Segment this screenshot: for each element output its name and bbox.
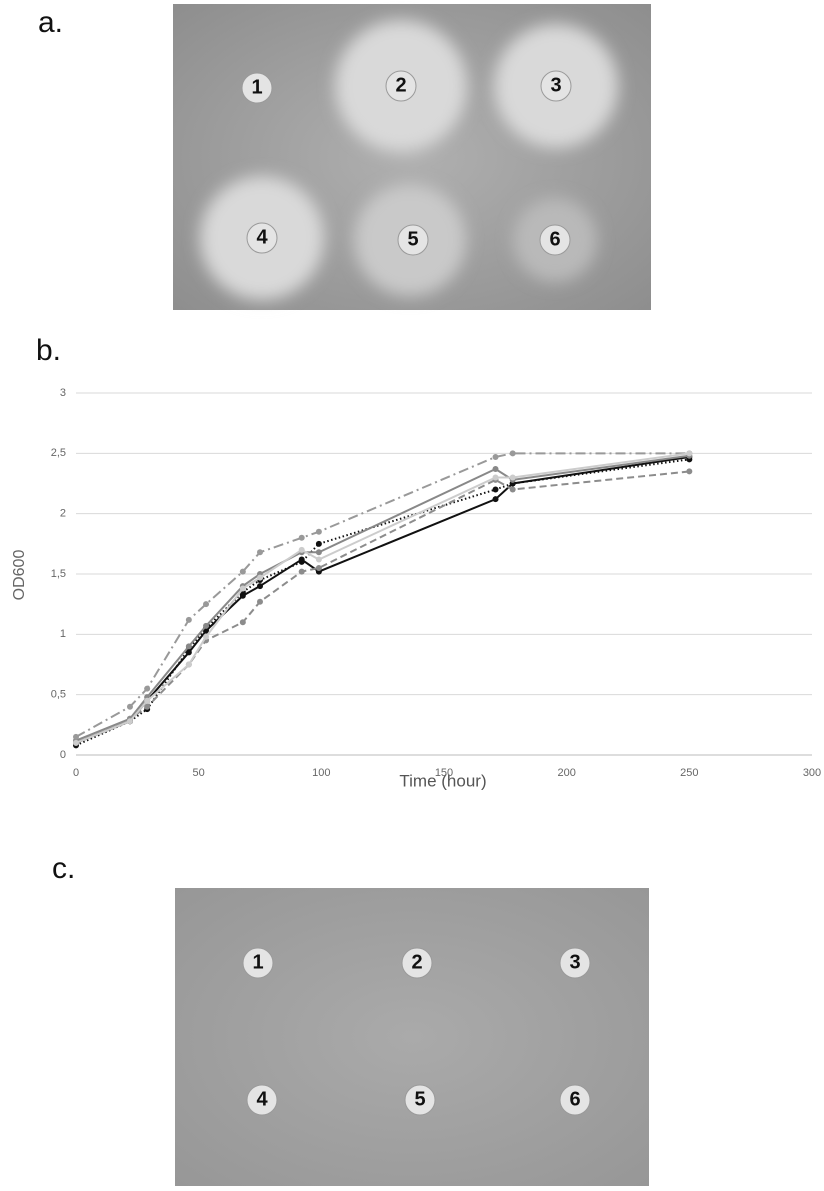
well (559, 947, 591, 979)
y-tick-label: 1 (60, 628, 66, 640)
x-tick-label: 300 (803, 767, 821, 779)
data-point (203, 601, 210, 608)
well (540, 70, 572, 102)
data-point (144, 685, 151, 692)
well-number: 6 (549, 228, 560, 250)
x-axis-label: Time (hour) (399, 771, 486, 790)
well (385, 70, 417, 102)
data-point (203, 633, 210, 640)
well (559, 1084, 591, 1116)
well-number: 3 (550, 74, 561, 96)
data-point (239, 568, 246, 575)
data-point (73, 739, 79, 746)
well (246, 1084, 278, 1116)
data-point (257, 598, 263, 605)
well-number: 4 (256, 226, 268, 248)
data-point (686, 468, 693, 475)
data-point (203, 622, 210, 629)
x-tick-label: 250 (680, 767, 698, 779)
plate-photo (175, 888, 649, 1186)
data-point (185, 616, 192, 623)
well-number: 3 (569, 951, 580, 973)
data-point (126, 703, 133, 710)
well (242, 947, 274, 979)
series-line (75, 470, 690, 744)
x-tick-label: 50 (193, 767, 205, 779)
y-tick-label: 0,5 (51, 689, 66, 701)
series-line (75, 458, 690, 747)
data-point (257, 583, 263, 590)
panel-label: b. (36, 334, 61, 367)
well-number: 6 (569, 1088, 580, 1110)
data-point (257, 574, 263, 581)
data-point (315, 528, 322, 535)
data-point (509, 474, 516, 481)
data-point (126, 718, 133, 725)
data-point (315, 540, 322, 547)
x-tick-label: 100 (312, 767, 330, 779)
data-point (239, 585, 246, 592)
well-number: 1 (252, 951, 263, 973)
data-point (298, 568, 305, 575)
well-number: 2 (395, 74, 406, 96)
series-line (75, 454, 690, 742)
series-line (75, 455, 690, 744)
well-number: 1 (251, 76, 262, 98)
data-point (298, 534, 305, 541)
panel-label: a. (38, 6, 63, 39)
well (404, 1084, 436, 1116)
x-tick-label: 200 (557, 767, 575, 779)
data-point (315, 564, 322, 571)
well (241, 72, 273, 104)
y-tick-label: 2 (60, 508, 66, 520)
data-point (257, 549, 263, 556)
series-line (75, 452, 690, 744)
y-tick-label: 3 (60, 387, 66, 399)
data-point (144, 697, 151, 704)
well-number: 4 (256, 1088, 268, 1110)
x-tick-label: 0 (73, 767, 79, 779)
data-point (239, 619, 246, 626)
x-tick-label: 150 (435, 767, 453, 779)
well-number: 2 (411, 951, 422, 973)
panel-label: c. (52, 852, 75, 885)
data-point (492, 453, 499, 460)
data-point (509, 486, 516, 493)
well (401, 947, 433, 979)
well (397, 224, 429, 256)
data-point (492, 496, 499, 503)
data-point (686, 450, 693, 457)
data-point (185, 643, 192, 650)
data-point (492, 474, 499, 481)
data-point (492, 486, 499, 493)
y-tick-label: 0 (60, 749, 66, 761)
data-point (315, 549, 322, 556)
y-tick-label: 2,5 (51, 447, 66, 459)
well (246, 222, 278, 254)
well-number: 5 (414, 1088, 425, 1110)
y-axis-label: OD600 (11, 550, 28, 601)
y-tick-label: 1,5 (51, 568, 66, 580)
data-point (185, 661, 192, 668)
data-point (298, 558, 305, 565)
data-point (144, 703, 151, 710)
data-point (509, 450, 516, 457)
well-number: 5 (407, 228, 418, 250)
data-point (492, 466, 499, 473)
data-point (298, 546, 305, 553)
well (539, 224, 571, 256)
data-point (315, 556, 322, 563)
data-point (73, 733, 79, 740)
